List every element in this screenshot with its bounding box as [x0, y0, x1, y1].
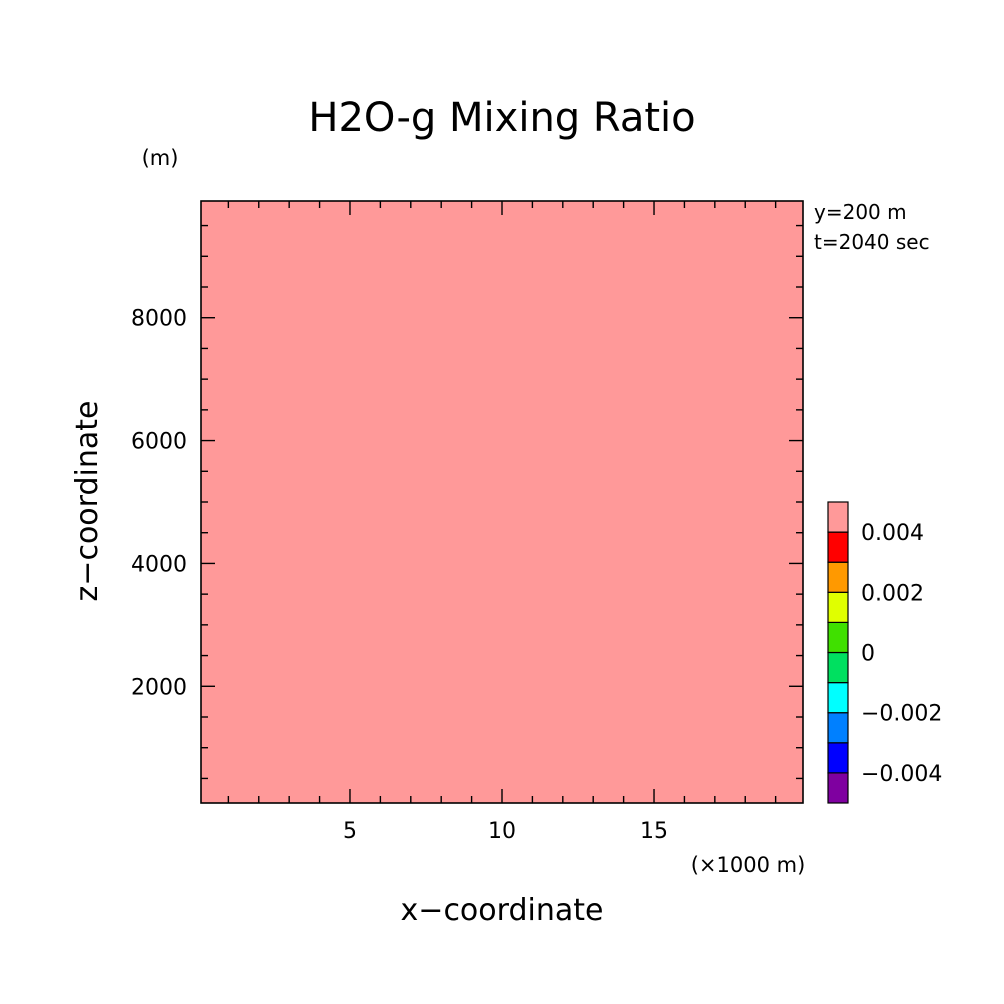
colorbar-cell [827, 501, 849, 533]
colorbar-label: −0.004 [861, 762, 942, 787]
x-tick-labels: 5 10 15 [343, 819, 668, 844]
y-tick-label: 6000 [131, 430, 187, 455]
x-tick-label: 5 [343, 819, 357, 844]
y-tick-label: 4000 [131, 552, 187, 577]
y-unit: (m) [142, 146, 179, 170]
tick-marks [201, 201, 803, 803]
colorbar-cell [827, 681, 849, 714]
plot-field [201, 201, 803, 803]
colorbar-cell [827, 561, 849, 593]
colorbar-cell [827, 712, 849, 744]
colorbar-cell [827, 621, 849, 654]
y-tick-label: 2000 [131, 675, 187, 700]
annotation-t: t=2040 sec [814, 230, 930, 254]
colorbar-cell [827, 531, 849, 563]
colorbar-label: −0.002 [861, 702, 942, 727]
y-tick-labels: 2000 4000 6000 8000 [131, 307, 187, 701]
colorbar-label: 0 [861, 642, 875, 667]
colorbar-label: 0.002 [861, 581, 924, 606]
plot-frame [200, 200, 804, 804]
colorbar-labels: 0.004 0.002 0 −0.002 −0.004 [861, 521, 942, 787]
annotation-y: y=200 m [814, 200, 907, 224]
x-axis-title: x−coordinate [401, 893, 604, 928]
colorbar-cell [827, 591, 849, 623]
colorbar-label: 0.004 [861, 521, 924, 546]
x-tick-label: 10 [488, 819, 516, 844]
x-unit: (×1000 m) [691, 853, 806, 877]
x-tick-label: 15 [640, 819, 668, 844]
y-tick-label: 8000 [131, 307, 187, 332]
chart-title: H2O-g Mixing Ratio [308, 95, 695, 141]
y-axis-title: z−coordinate [70, 401, 105, 602]
colorbar [827, 501, 849, 804]
colorbar-cell [827, 772, 849, 804]
colorbar-cell [827, 742, 849, 774]
colorbar-cell [827, 651, 849, 684]
